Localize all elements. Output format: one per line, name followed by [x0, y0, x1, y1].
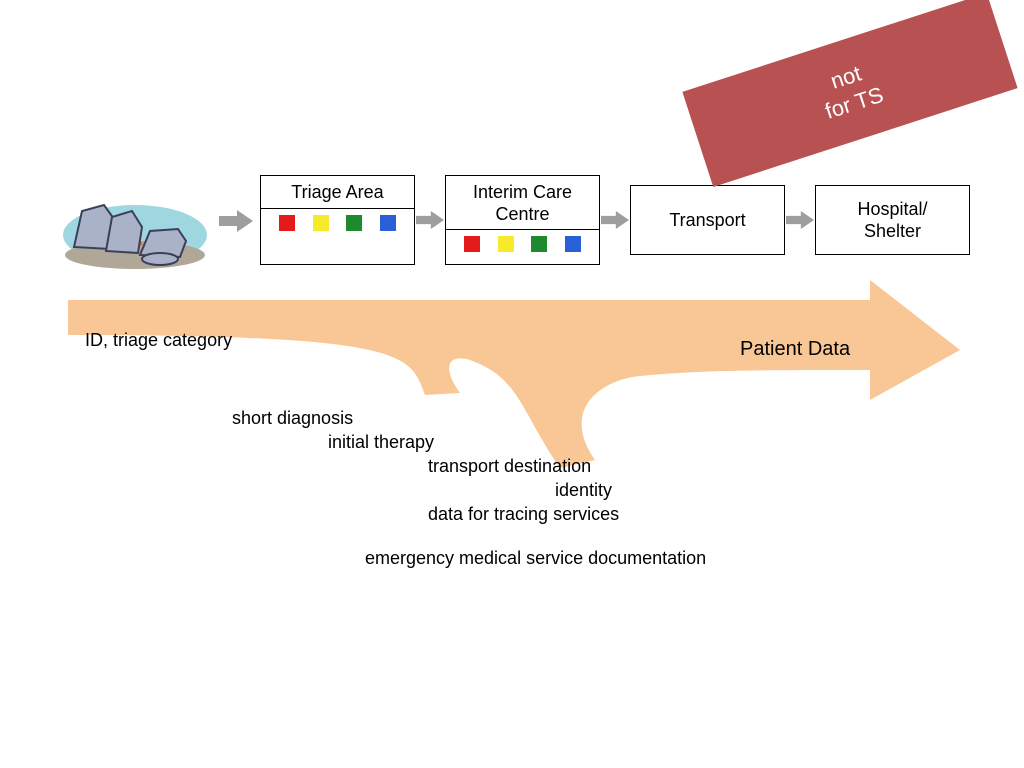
annotation-text: short diagnosis [232, 408, 353, 429]
annotation-text: identity [555, 480, 612, 501]
patient-data-label: Patient Data [740, 338, 850, 361]
banner-line-2: for TS [822, 81, 887, 126]
annotation-text: data for tracing services [428, 504, 619, 525]
annotation-text: emergency medical service documentation [365, 548, 706, 569]
annotation-text: transport destination [428, 456, 591, 477]
annotation-text: initial therapy [328, 432, 434, 453]
diagram-stage: Triage AreaInterim CareCentreTransportHo… [0, 0, 1024, 768]
annotation-text: ID, triage category [85, 330, 232, 351]
